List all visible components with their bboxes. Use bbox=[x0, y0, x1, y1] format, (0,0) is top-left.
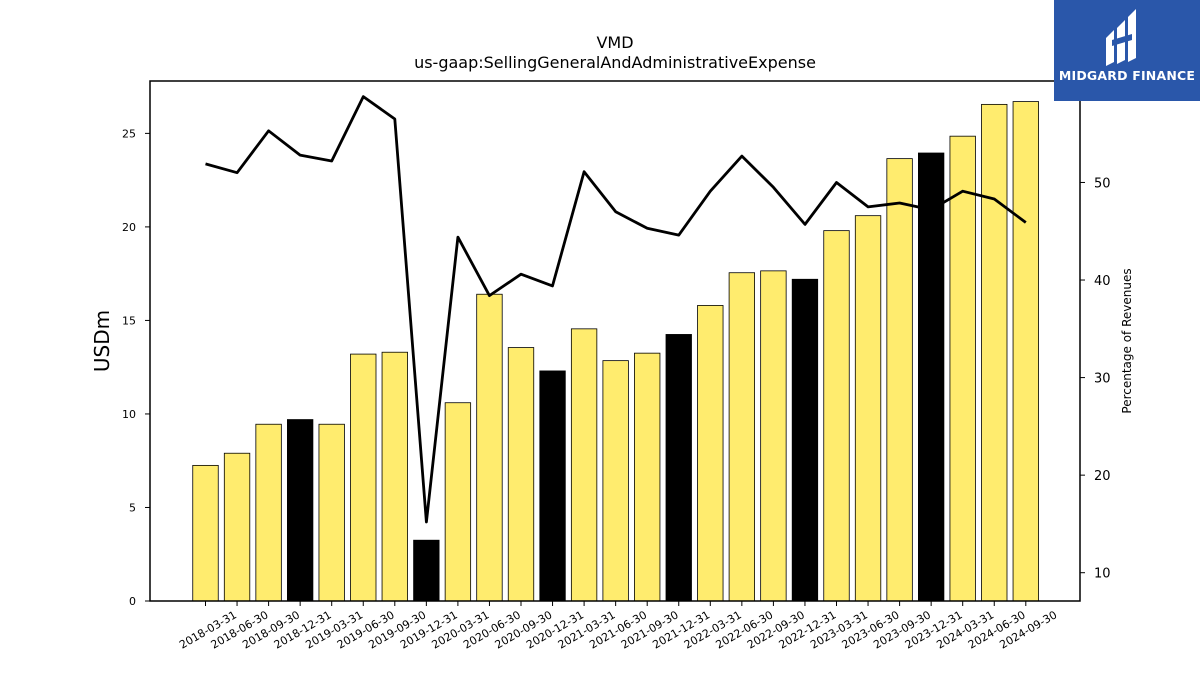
bars-layer bbox=[192, 101, 1039, 602]
bar bbox=[886, 158, 913, 602]
y-tick-label: 0 bbox=[129, 595, 136, 608]
y-tick-label: 20 bbox=[122, 221, 136, 234]
y-tick-label: 5 bbox=[129, 501, 136, 514]
brand-logo: MIDGARD FINANCE bbox=[1054, 0, 1200, 101]
bar bbox=[350, 353, 377, 602]
logo-mark-icon bbox=[1106, 9, 1136, 66]
bar bbox=[854, 215, 882, 602]
bar bbox=[381, 351, 408, 602]
y2-tick-label: 30 bbox=[1094, 372, 1111, 387]
bar bbox=[949, 135, 976, 602]
bar bbox=[444, 402, 472, 602]
bar bbox=[981, 103, 1008, 602]
bar bbox=[507, 347, 535, 602]
logo-text: MIDGARD FINANCE bbox=[1058, 68, 1196, 83]
bar bbox=[476, 293, 503, 602]
bar bbox=[223, 452, 251, 602]
bar bbox=[634, 352, 661, 602]
percentage-line bbox=[205, 95, 1027, 524]
bar bbox=[728, 272, 755, 602]
bar bbox=[255, 423, 282, 602]
bar bbox=[665, 334, 692, 602]
bar bbox=[570, 328, 598, 602]
bar bbox=[918, 152, 945, 602]
bar bbox=[791, 278, 819, 602]
bar bbox=[286, 419, 314, 602]
y-axis-label: USDm bbox=[90, 310, 114, 372]
x-axis: 2018-03-312018-06-302018-09-302018-12-31… bbox=[177, 601, 1059, 652]
bar bbox=[539, 370, 566, 602]
y-tick-label: 10 bbox=[122, 408, 136, 421]
y2-tick-label: 50 bbox=[1094, 176, 1111, 191]
bar bbox=[602, 360, 629, 602]
bar bbox=[413, 539, 440, 602]
chart-subtitle: us-gaap:SellingGeneralAndAdministrativeE… bbox=[414, 53, 816, 72]
bar bbox=[697, 305, 724, 602]
y2-tick-label: 20 bbox=[1094, 469, 1111, 484]
y2-axis-label: Percentage of Revenues bbox=[1120, 268, 1134, 413]
chart-title: VMD bbox=[596, 33, 633, 52]
y2-tick-label: 40 bbox=[1094, 274, 1111, 289]
bar bbox=[823, 230, 850, 602]
bar bbox=[192, 464, 219, 602]
bar bbox=[318, 423, 345, 602]
bar bbox=[1012, 101, 1039, 602]
y-tick-label: 15 bbox=[122, 314, 136, 327]
y-axis-left: 0 5 10 15 20 25 bbox=[122, 127, 150, 608]
bar bbox=[760, 270, 787, 602]
y-axis-right: 10 20 30 40 50 bbox=[1080, 176, 1111, 582]
y2-tick-label: 10 bbox=[1094, 567, 1111, 582]
plot-frame bbox=[149, 80, 1081, 602]
y-tick-label: 25 bbox=[122, 127, 136, 140]
